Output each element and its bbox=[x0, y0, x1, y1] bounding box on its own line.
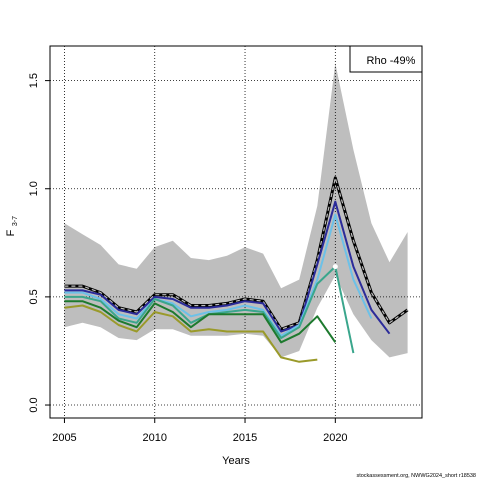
series-layer bbox=[64, 176, 409, 363]
y-tick-label: 1.0 bbox=[28, 181, 40, 196]
y-axis-label: F 3-7 bbox=[5, 216, 19, 237]
footer-credit: stockassessment.org, NWWG2024_short r185… bbox=[356, 473, 476, 479]
x-tick-label: 2010 bbox=[142, 432, 166, 444]
x-tick-label: 2005 bbox=[52, 432, 76, 444]
y-tick-label: 0.0 bbox=[28, 397, 40, 412]
y-axis-label-main: F bbox=[5, 229, 17, 236]
legend-box: Rho -49% bbox=[349, 45, 423, 73]
x-tick-label: 2015 bbox=[233, 432, 257, 444]
series-line-6 bbox=[64, 300, 337, 344]
point-layer bbox=[332, 264, 338, 270]
x-tick-label: 2020 bbox=[323, 432, 347, 444]
y-axis-label-sub: 3-7 bbox=[12, 216, 19, 226]
highlight-point bbox=[332, 264, 338, 270]
series-line-4 bbox=[64, 213, 373, 337]
series-line-3 bbox=[64, 200, 391, 335]
x-axis-label: Years bbox=[222, 455, 250, 467]
grid-layer bbox=[50, 46, 422, 418]
series-line-7 bbox=[64, 304, 318, 363]
legend-text: Rho -49% bbox=[367, 55, 416, 67]
legend-frame bbox=[349, 45, 423, 73]
plot-frame bbox=[49, 45, 423, 419]
y-tick-label: 1.5 bbox=[28, 73, 40, 88]
axis-layer: 2005 2010 2015 2020 0.0 0.5 1.0 1.5 bbox=[28, 73, 348, 444]
series-line-2 bbox=[64, 177, 408, 330]
confidence-band-layer bbox=[64, 63, 408, 358]
confidence-band bbox=[64, 63, 408, 358]
y-tick-label: 0.5 bbox=[28, 289, 40, 304]
